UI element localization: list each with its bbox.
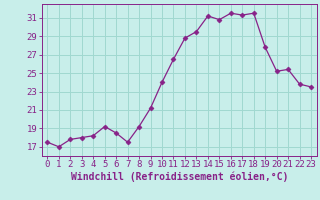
X-axis label: Windchill (Refroidissement éolien,°C): Windchill (Refroidissement éolien,°C) — [70, 172, 288, 182]
